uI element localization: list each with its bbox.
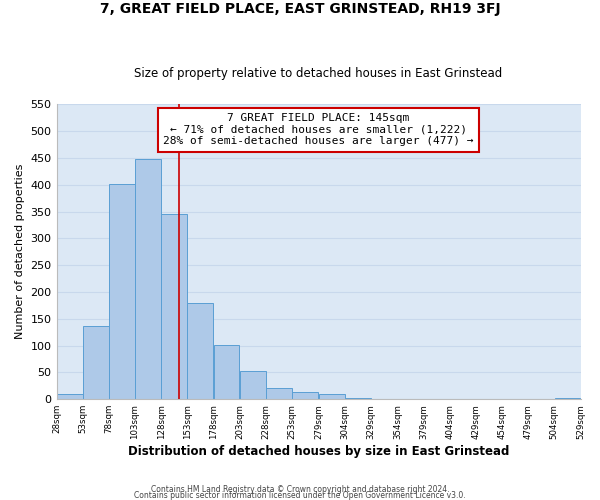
Bar: [214, 344, 239, 399]
Bar: [319, 394, 345, 399]
Bar: [292, 392, 318, 399]
Bar: [83, 326, 109, 399]
Bar: [554, 398, 580, 399]
Bar: [187, 302, 213, 399]
Bar: [346, 398, 371, 399]
Title: Size of property relative to detached houses in East Grinstead: Size of property relative to detached ho…: [134, 66, 503, 80]
Y-axis label: Number of detached properties: Number of detached properties: [15, 164, 25, 340]
Bar: [109, 184, 135, 399]
Bar: [135, 159, 161, 399]
Bar: [240, 372, 266, 399]
Bar: [266, 388, 292, 399]
Bar: [161, 214, 187, 399]
Text: 7 GREAT FIELD PLACE: 145sqm
← 71% of detached houses are smaller (1,222)
28% of : 7 GREAT FIELD PLACE: 145sqm ← 71% of det…: [163, 113, 474, 146]
Text: Contains public sector information licensed under the Open Government Licence v3: Contains public sector information licen…: [134, 491, 466, 500]
Bar: [56, 394, 83, 399]
X-axis label: Distribution of detached houses by size in East Grinstead: Distribution of detached houses by size …: [128, 444, 509, 458]
Text: 7, GREAT FIELD PLACE, EAST GRINSTEAD, RH19 3FJ: 7, GREAT FIELD PLACE, EAST GRINSTEAD, RH…: [100, 2, 500, 16]
Text: Contains HM Land Registry data © Crown copyright and database right 2024.: Contains HM Land Registry data © Crown c…: [151, 485, 449, 494]
